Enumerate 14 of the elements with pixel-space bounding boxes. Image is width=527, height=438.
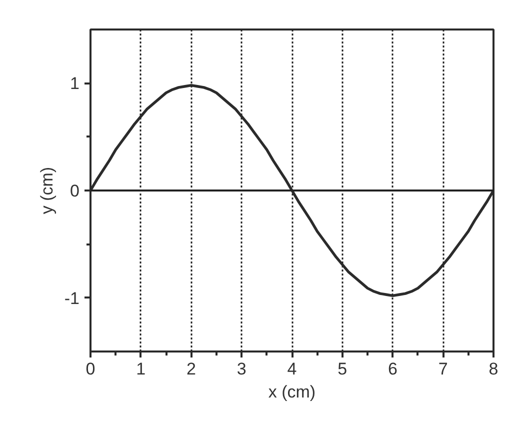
x-axis-title: x (cm) bbox=[268, 382, 316, 402]
y-axis-title: y (cm) bbox=[37, 166, 56, 214]
y-tick-label: -1 bbox=[64, 288, 80, 308]
x-tick-label: 2 bbox=[186, 360, 196, 378]
x-tick-label: 6 bbox=[388, 360, 398, 378]
x-tick-label: 1 bbox=[136, 360, 146, 378]
x-tick-label: 7 bbox=[438, 360, 448, 378]
x-tick-label: 8 bbox=[488, 360, 498, 378]
y-tick-label: 0 bbox=[70, 182, 80, 200]
x-tick-label: 3 bbox=[236, 360, 246, 378]
y-tick-label: 1 bbox=[70, 74, 80, 94]
x-tick-label: 4 bbox=[287, 360, 297, 378]
x-tick-label: 5 bbox=[338, 360, 348, 378]
x-tick-label: 0 bbox=[86, 360, 96, 378]
